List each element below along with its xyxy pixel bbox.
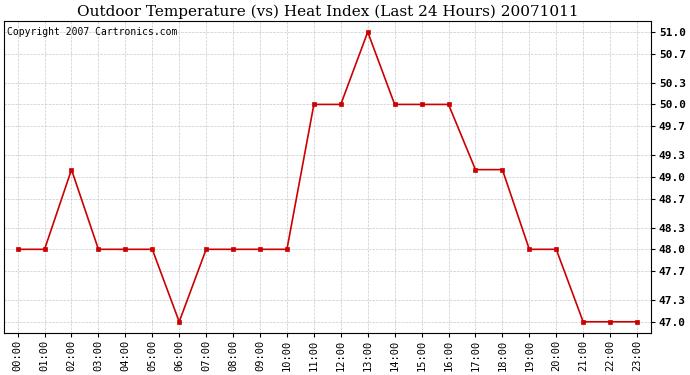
- Text: Copyright 2007 Cartronics.com: Copyright 2007 Cartronics.com: [8, 27, 178, 38]
- Title: Outdoor Temperature (vs) Heat Index (Last 24 Hours) 20071011: Outdoor Temperature (vs) Heat Index (Las…: [77, 4, 578, 18]
